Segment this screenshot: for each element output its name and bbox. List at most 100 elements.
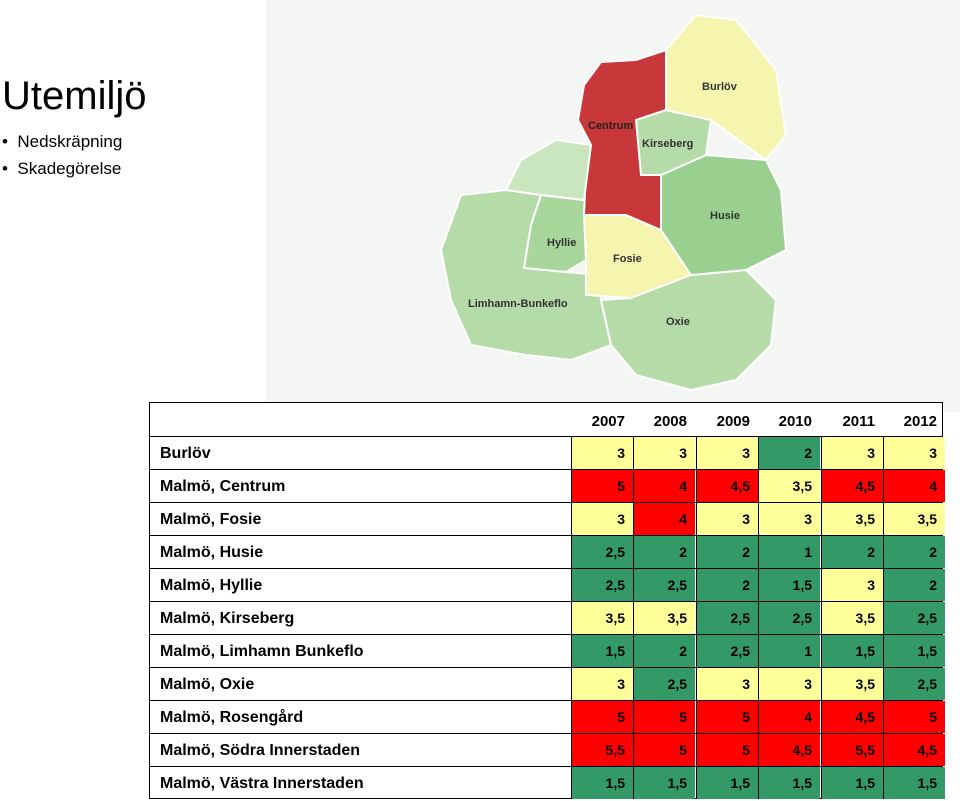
value-cell: 1,5 <box>571 635 633 667</box>
value-cell: 2,5 <box>883 602 945 634</box>
value-cell: 2,5 <box>883 668 945 700</box>
value-cell: 3,5 <box>571 602 633 634</box>
value-cell: 3,5 <box>821 668 883 700</box>
year-header: 2010 <box>778 413 812 430</box>
value-cell: 4,5 <box>758 734 820 766</box>
value-cell: 3 <box>758 503 820 535</box>
value-cell: 3 <box>696 668 758 700</box>
value-cell: 1,5 <box>758 569 820 601</box>
value-cell: 2 <box>758 437 820 469</box>
value-cell: 1,5 <box>571 767 633 799</box>
table-row: Malmö, Centrum 5 4 4,5 3,5 4,5 4 <box>150 469 945 502</box>
table-row: Malmö, Rosengård 5 5 5 4 4,5 5 <box>150 700 945 733</box>
map-label: Limhamn-Bunkeflo <box>468 298 568 310</box>
value-cell: 1 <box>758 635 820 667</box>
value-cell: 1,5 <box>633 767 695 799</box>
value-cell: 2 <box>633 536 695 568</box>
value-cell: 3,5 <box>633 602 695 634</box>
year-header: 2007 <box>591 413 625 430</box>
table-row: Burlöv 3 3 3 2 3 3 <box>150 436 945 469</box>
value-cell: 4,5 <box>821 701 883 733</box>
value-cell: 2,5 <box>696 602 758 634</box>
value-cell: 2 <box>633 635 695 667</box>
map-label: Husie <box>710 210 740 222</box>
value-cell: 5,5 <box>571 734 633 766</box>
table-row: Malmö, Hyllie 2,5 2,5 2 1,5 3 2 <box>150 568 945 601</box>
value-cell: 4 <box>883 470 945 502</box>
value-cell: 2 <box>821 536 883 568</box>
value-cell: 2 <box>696 536 758 568</box>
value-cell: 5 <box>696 734 758 766</box>
map-label: Hyllie <box>547 237 576 249</box>
value-cell: 3 <box>571 668 633 700</box>
row-name: Malmö, Fosie <box>160 511 262 528</box>
table-row: Malmö, Kirseberg 3,5 3,5 2,5 2,5 3,5 2,5 <box>150 601 945 634</box>
row-name: Malmö, Limhamn Bunkeflo <box>160 643 364 660</box>
value-cell: 5 <box>633 701 695 733</box>
value-cell: 1 <box>758 536 820 568</box>
value-cell: 3 <box>696 503 758 535</box>
table-row: Malmö, Södra Innerstaden 5,5 5 5 4,5 5,5 4,5 <box>150 733 945 766</box>
statistics-table: 2007 2008 2009 2010 2011 2012 Burlöv 3 3 3 2 3 3 Malm… <box>149 402 945 799</box>
table-row: Malmö, Västra Innerstaden 1,5 1,5 1,5 1,5 1,5… <box>150 766 945 799</box>
table-row: Malmö, Oxie 3 2,5 3 3 3,5 2,5 <box>150 667 945 700</box>
row-name: Malmö, Västra Innerstaden <box>160 775 364 792</box>
value-cell: 2 <box>883 536 945 568</box>
slide-title: Utemiljö <box>2 74 147 118</box>
value-cell: 2 <box>883 569 945 601</box>
row-name: Malmö, Husie <box>160 544 264 561</box>
value-cell: 1,5 <box>821 635 883 667</box>
table-row: Malmö, Limhamn Bunkeflo 1,5 2 2,5 1 1,5 1,5 <box>150 634 945 667</box>
district-centrum <box>576 48 667 232</box>
value-cell: 4 <box>633 470 695 502</box>
map-label: Fosie <box>613 253 642 265</box>
row-name: Burlöv <box>160 445 211 462</box>
district-map: Burlöv Centrum Kirseberg Husie Hyllie Fo… <box>266 0 960 412</box>
value-cell: 2,5 <box>758 602 820 634</box>
value-cell: 2,5 <box>633 668 695 700</box>
value-cell: 3 <box>633 437 695 469</box>
row-name: Malmö, Kirseberg <box>160 610 295 627</box>
district-vastra <box>504 138 593 202</box>
bullet-item: Nedskräpning <box>2 128 122 155</box>
value-cell: 5 <box>883 701 945 733</box>
map-label: Kirseberg <box>642 138 693 150</box>
year-header: 2012 <box>903 413 937 430</box>
table-header-row: 2007 2008 2009 2010 2011 2012 <box>150 403 942 437</box>
value-cell: 3 <box>821 437 883 469</box>
value-cell: 3 <box>571 503 633 535</box>
value-cell: 3 <box>571 437 633 469</box>
row-name: Malmö, Centrum <box>160 478 286 495</box>
value-cell: 5 <box>633 734 695 766</box>
value-cell: 4,5 <box>821 470 883 502</box>
value-cell: 5 <box>571 701 633 733</box>
value-cell: 1,5 <box>883 767 945 799</box>
value-cell: 3,5 <box>758 470 820 502</box>
map-label: Burlöv <box>702 81 738 93</box>
table-row: Malmö, Fosie 3 4 3 3 3,5 3,5 <box>150 502 945 535</box>
map-label: Oxie <box>666 316 690 328</box>
value-cell: 3,5 <box>883 503 945 535</box>
value-cell: 1,5 <box>696 767 758 799</box>
row-name: Malmö, Oxie <box>160 676 255 693</box>
bullet-item: Skadegörelse <box>2 155 122 182</box>
value-cell: 1,5 <box>758 767 820 799</box>
value-cell: 2,5 <box>571 569 633 601</box>
value-cell: 4,5 <box>883 734 945 766</box>
value-cell: 3,5 <box>821 602 883 634</box>
year-header: 2008 <box>653 413 687 430</box>
value-cell: 5,5 <box>821 734 883 766</box>
map-label: Centrum <box>588 120 633 132</box>
value-cell: 5 <box>696 701 758 733</box>
table-row: Malmö, Husie 2,5 2 2 1 2 2 <box>150 535 945 568</box>
year-header: 2011 <box>842 413 875 430</box>
value-cell: 3 <box>758 668 820 700</box>
district-oxie <box>599 268 778 392</box>
value-cell: 2,5 <box>571 536 633 568</box>
value-cell: 1,5 <box>821 767 883 799</box>
bullet-list: Nedskräpning Skadegörelse <box>2 128 122 182</box>
value-cell: 3,5 <box>821 503 883 535</box>
value-cell: 4 <box>633 503 695 535</box>
row-name: Malmö, Rosengård <box>160 709 304 726</box>
value-cell: 3 <box>883 437 945 469</box>
